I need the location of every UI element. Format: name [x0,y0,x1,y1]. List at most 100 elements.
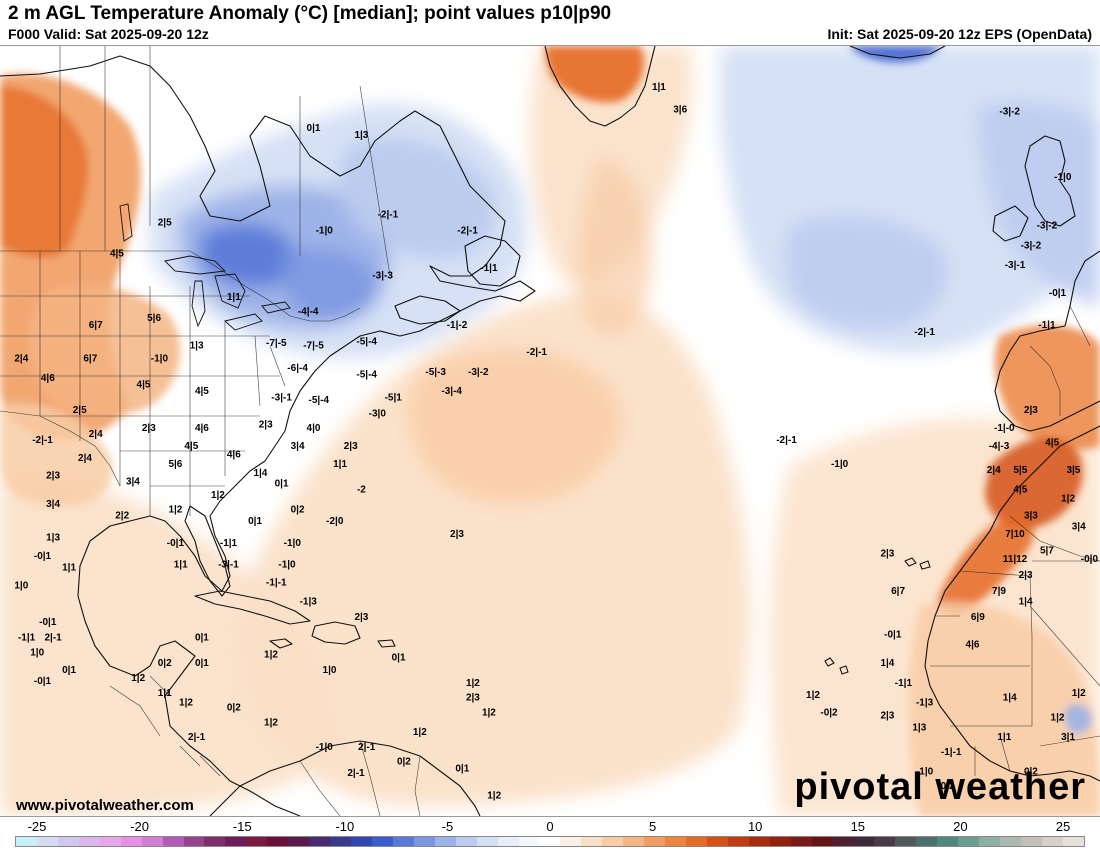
warm-shade-morocco [985,437,1083,529]
point-value-label: 3|4 [1072,521,1086,532]
point-value-label: 2|4 [987,465,1001,476]
point-value-label: 2|3 [1019,570,1033,581]
point-value-label: 4|6 [966,640,980,651]
coastlines [0,46,1100,816]
point-value-label: 4|6 [195,423,209,434]
point-value-label: 2|3 [1024,405,1038,416]
point-value-label: -1|-1 [266,578,287,589]
point-value-label: 0|1 [275,479,289,490]
init-time: Init: Sat 2025-09-20 12z EPS (OpenData) [827,26,1092,42]
coast-newfoundland [464,235,521,287]
coast-europe [994,250,1100,432]
lake-ontario [261,301,291,314]
point-value-label: 5|7 [1040,545,1054,556]
point-value-label: 4|5 [1013,484,1027,495]
point-value-label: -1|1 [480,263,498,274]
point-value-label: 3|4 [291,441,305,452]
point-value-label: 4|5 [195,386,209,397]
point-value-label: -2|-1 [378,210,399,221]
colorbar-cell [706,837,728,846]
colorbar-cell [665,837,686,846]
point-value-label: 1|1 [174,559,188,570]
point-value-label: 2|-1 [188,732,206,743]
point-value-label: 0|1 [62,665,76,676]
cool-shade-greenland-top [850,46,940,63]
coast-africa [924,425,1100,782]
point-value-label: 2|4 [78,453,92,464]
point-value-label: -2|-1 [457,225,478,236]
colorbar-cell [309,837,331,846]
colorbar-tick-label: 25 [1055,819,1071,834]
point-value-label: -3|-4 [441,386,462,397]
map-title: 2 m AGL Temperature Anomaly (°C) [median… [8,3,612,24]
colorbar-cell [36,837,58,846]
point-value-label: -3|-1 [1005,260,1026,271]
point-value-label: 2|3 [450,529,464,540]
anomaly-shading [0,46,1100,816]
point-value-label: 5|6 [147,313,161,324]
point-value-label: -1|0 [151,354,169,365]
point-value-label: 0|1 [195,632,209,643]
colorbar-cell [874,837,896,846]
coast-florida [184,505,231,597]
colorbar-cell [560,837,582,846]
point-value-label: 6|7 [83,354,97,365]
point-value-label: 4|0 [307,423,321,434]
colorbar-cell [979,837,1001,846]
point-value-label: -1|0 [284,538,302,549]
point-value-label: -6|-4 [287,363,308,374]
point-value-label: -5|-4 [309,395,330,406]
point-value-label: 1|2 [806,690,820,701]
point-value-label: 1|1 [997,732,1011,743]
point-value-label: 1|2 [211,490,225,501]
anomaly-map[interactable]: 2|5 0|1 1|3 4|5 1|1 -1|0 -2|-1 -2|-1 -3|-3 -1|1 -4… [0,45,1100,817]
point-value-label: -1|-1 [941,747,962,758]
point-value-label: -4|-4 [298,306,319,317]
coast-hispaniola [311,621,361,645]
coast-north-america [0,55,536,816]
colorbar-cell [57,837,79,846]
coast-canary [904,557,931,570]
point-value-label: 1|2 [466,678,480,689]
colorbar-cell [623,837,645,846]
point-value-label: 2|3 [466,693,480,704]
warm-shade-midwest [28,285,181,417]
point-value-label: -1|0 [316,225,334,236]
website-url[interactable]: www.pivotalweather.com [16,797,194,814]
colorbar [15,836,1085,847]
point-value-label: -0|2 [937,781,955,792]
point-value-label: -1|1 [1038,320,1056,331]
colorbar-tick-label: -20 [130,819,149,834]
point-value-label: 0|2 [291,505,305,516]
point-value-label: 0|2 [1024,766,1038,777]
point-value-label: 0|1 [307,123,321,134]
colorbar-cell [162,837,184,846]
point-value-label: -1|1 [895,678,913,689]
colorbar-cell [1000,837,1021,846]
point-value-label: 2|3 [354,612,368,623]
point-value-label: 4|5 [184,441,198,452]
colorbar-tick-label: -10 [335,819,355,834]
border-south-america [299,740,421,816]
colorbar-cell [958,837,980,846]
colorbar-cell [330,837,351,846]
point-value-label: -5|-4 [356,369,377,380]
point-value-label: 1|4 [1019,596,1033,607]
colorbar-cell [497,837,519,846]
point-value-label: -4|-3 [989,441,1010,452]
point-value-label: 3|5 [1066,465,1080,476]
point-value-label: -3|-3 [372,271,393,282]
point-value-label: 7|10 [1005,529,1025,540]
point-value-label: -0|2 [820,708,838,719]
colorbar-cell [413,837,435,846]
point-value-label: -0|1 [1049,288,1067,299]
point-value-label: 1|1 [62,563,76,574]
point-value-label: 3|4 [126,476,140,487]
point-value-label: 1|3 [190,340,204,351]
colorbar-tick-label: -5 [441,819,454,834]
point-value-label: 3|3 [1024,510,1038,521]
point-value-label: 5|5 [1013,465,1027,476]
point-value-label: 2|2 [115,510,129,521]
colorbar-cell [476,837,498,846]
